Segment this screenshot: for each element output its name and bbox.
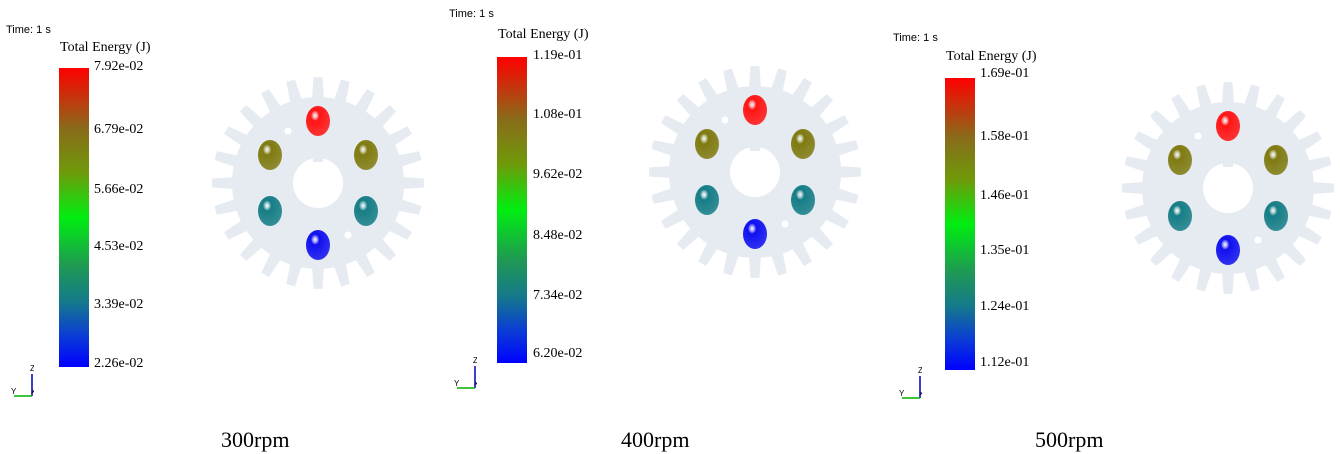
- tick-label: 4.53e-02: [94, 239, 144, 254]
- legend-title: Total Energy (J): [946, 49, 1037, 64]
- keyway: [1223, 157, 1233, 167]
- tick-label: 1.69e-01: [980, 66, 1030, 81]
- gear-body: [649, 66, 861, 278]
- tick-label: 1.19e-01: [533, 48, 583, 63]
- tick-label: 7.92e-02: [94, 59, 144, 74]
- axis-z-label: Z: [473, 356, 477, 365]
- bolt-hole: [721, 116, 729, 124]
- ball-lower: [354, 196, 378, 226]
- keyway: [750, 141, 760, 151]
- ball-upper: [1168, 145, 1192, 175]
- bolt-hole: [284, 127, 292, 135]
- tick-label: 8.48e-02: [533, 228, 583, 243]
- tick-label: 2.26e-02: [94, 356, 144, 371]
- color-bar: [945, 78, 975, 370]
- bolt-hole: [1194, 132, 1202, 140]
- legend-title: Total Energy (J): [60, 40, 151, 55]
- ball-bottom: [1216, 235, 1240, 265]
- axis-y-label: Y: [454, 379, 460, 388]
- rpm-caption: 500rpm: [1035, 427, 1104, 452]
- tick-label: 1.58e-01: [980, 129, 1030, 144]
- gear-model: [212, 77, 424, 289]
- axis-y-label: Y: [899, 389, 905, 398]
- bolt-hole: [781, 220, 789, 228]
- rpm-caption: 300rpm: [221, 427, 290, 452]
- ball-upper: [1264, 145, 1288, 175]
- panel-400rpm: Time: 1 s Total Energy (J) 1.19e-01 1.08…: [440, 0, 880, 454]
- tick-label: 1.46e-01: [980, 188, 1030, 203]
- tick-label: 1.35e-01: [980, 243, 1030, 258]
- gear-model: [649, 66, 861, 278]
- bolt-hole: [1254, 236, 1262, 244]
- ball-lower: [258, 196, 282, 226]
- legend-title: Total Energy (J): [498, 27, 589, 42]
- panel-300rpm: Time: 1 s Total Energy (J) 7.92e-02 6.79…: [0, 0, 440, 454]
- ball-lower: [1168, 201, 1192, 231]
- time-label: Time: 1 s: [449, 8, 494, 20]
- bolt-hole: [344, 231, 352, 239]
- axis-x-label: X: [31, 389, 34, 396]
- color-bar: [497, 57, 527, 363]
- axis-y-label: Y: [11, 387, 17, 396]
- keyway: [313, 152, 323, 162]
- axis-x-label: X: [919, 391, 922, 398]
- ball-top: [1216, 111, 1240, 141]
- ball-lower: [695, 185, 719, 215]
- tick-label: 6.20e-02: [533, 346, 583, 361]
- ball-lower: [1264, 201, 1288, 231]
- panel-500rpm: Time: 1 s Total Energy (J) 1.69e-01 1.58…: [880, 0, 1340, 454]
- axis-z-label: Z: [918, 366, 922, 375]
- gear-model: [1122, 82, 1334, 294]
- axis-z-label: Z: [30, 364, 34, 373]
- ball-top: [743, 95, 767, 125]
- axis-triad-icon: Z Y X: [11, 364, 34, 397]
- color-bar: [59, 68, 89, 367]
- gear-body: [212, 77, 424, 289]
- ball-upper: [695, 129, 719, 159]
- axis-triad-icon: Z Y X: [899, 366, 922, 399]
- tick-label: 3.39e-02: [94, 297, 144, 312]
- ball-upper: [791, 129, 815, 159]
- tick-label: 5.66e-02: [94, 182, 144, 197]
- rpm-caption: 400rpm: [621, 427, 690, 452]
- ball-upper: [354, 140, 378, 170]
- axis-x-label: X: [474, 381, 477, 388]
- tick-label: 9.62e-02: [533, 167, 583, 182]
- gear-body: [1122, 82, 1334, 294]
- ball-upper: [258, 140, 282, 170]
- ball-top: [306, 106, 330, 136]
- ball-bottom: [743, 219, 767, 249]
- ball-lower: [791, 185, 815, 215]
- tick-label: 1.24e-01: [980, 299, 1030, 314]
- ball-bottom: [306, 230, 330, 260]
- time-label: Time: 1 s: [893, 32, 938, 44]
- tick-label: 7.34e-02: [533, 288, 583, 303]
- tick-label: 1.12e-01: [980, 355, 1030, 370]
- axis-triad-icon: Z Y X: [454, 356, 477, 389]
- tick-label: 6.79e-02: [94, 122, 144, 137]
- time-label: Time: 1 s: [6, 24, 51, 36]
- tick-label: 1.08e-01: [533, 107, 583, 122]
